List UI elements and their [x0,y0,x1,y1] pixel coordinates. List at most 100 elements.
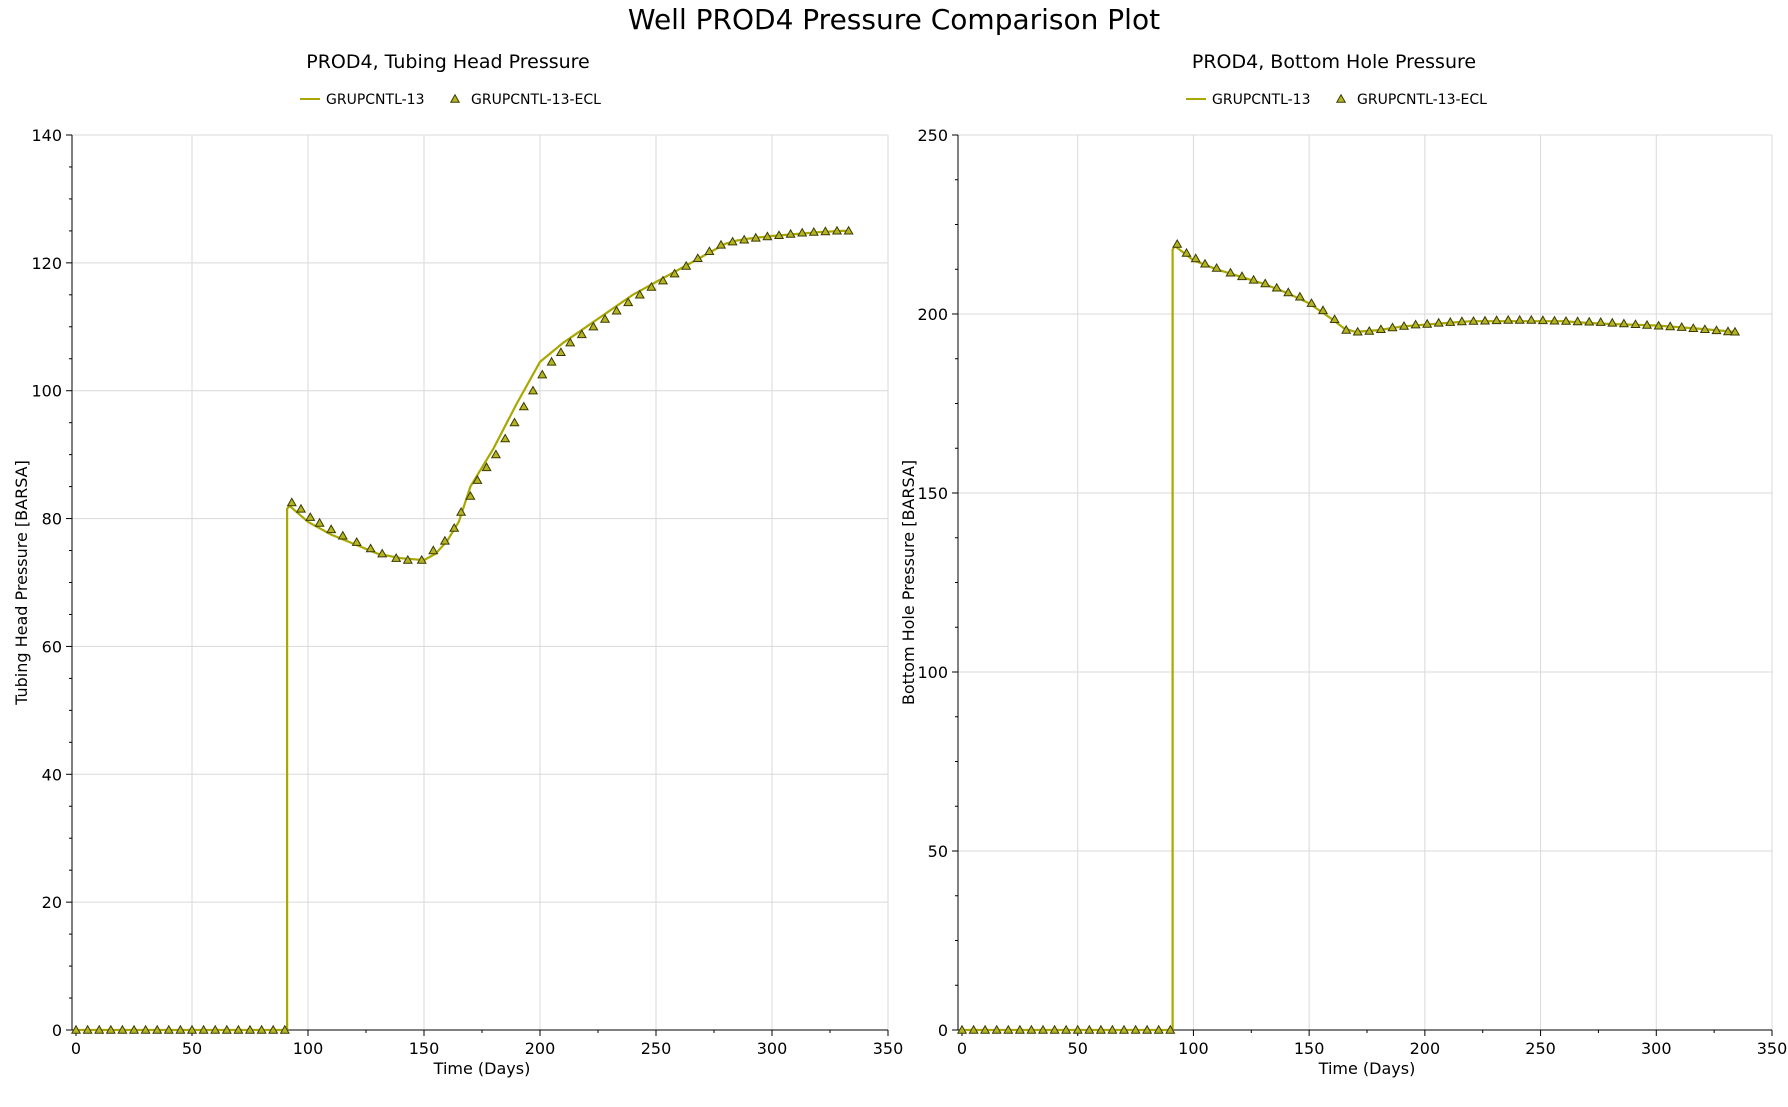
data-point [1468,315,1479,325]
data-point [1618,318,1629,328]
data-point [152,1024,163,1034]
x-tick-label: 100 [1178,1039,1209,1058]
data-point [1503,314,1514,324]
data-point [472,474,483,484]
data-point [1317,305,1329,315]
data-point [808,226,819,236]
data-point [1456,316,1467,326]
chart-title: PROD4, Bottom Hole Pressure [1192,51,1476,73]
data-point [128,1024,140,1034]
y-tick-label: 80 [42,510,62,529]
data-point [1271,282,1282,292]
data-point [233,1024,244,1034]
data-point [337,530,348,540]
data-point [117,1024,128,1034]
data-point [599,313,611,323]
data-point [1225,267,1236,277]
data-point [1630,319,1641,328]
data-point [198,1024,209,1034]
series-line [76,229,851,1032]
data-point [546,356,557,366]
x-axis-label: Time (Days) [433,1059,531,1078]
data-point [268,1024,279,1034]
data-point [1172,238,1183,248]
data-point [1294,291,1305,301]
data-point [681,260,692,270]
x-tick-label: 0 [71,1039,81,1058]
data-point [704,246,715,255]
y-tick-label: 60 [42,637,62,656]
y-tick-label: 100 [31,382,62,401]
data-point [750,232,761,242]
data-point [956,1024,968,1034]
data-point [1003,1024,1014,1034]
data-point [416,554,427,564]
data-point [1479,315,1491,325]
data-point [1181,247,1192,257]
x-axis-label: Time (Days) [1318,1059,1416,1078]
data-point [831,225,843,235]
data-point [565,337,576,347]
data-point [221,1024,232,1034]
data-point [669,268,680,278]
data-point [279,1024,290,1034]
data-point [1387,322,1398,332]
chart-panel-1: 0 50 100 150 200 250 300 350 0 20 40 60 80 100 120 140 T… [12,51,903,1078]
data-point [1537,315,1548,325]
data-point [1560,315,1572,325]
data-point [739,234,750,244]
data-point [715,239,727,249]
x-tick-label: 250 [1525,1039,1556,1058]
data-point [1729,326,1741,336]
data-point [1584,316,1595,326]
data-point [1049,1024,1060,1034]
y-tick-label: 0 [938,1021,948,1040]
x-tick-label: 350 [1757,1039,1788,1058]
data-point [576,329,587,339]
data-point [314,517,325,527]
data-point [785,228,796,238]
data-point [527,385,539,395]
legend-label: GRUPCNTL-13-ECL [1357,92,1487,108]
data-point [402,554,413,564]
y-tick-label: 140 [31,126,62,145]
data-point [588,321,599,331]
data-point [1445,316,1456,326]
data-point [537,369,548,379]
data-point [991,1024,1002,1034]
data-point [365,543,376,553]
data-point [1595,316,1606,326]
data-point [105,1024,116,1034]
data-point [1410,319,1421,329]
data-point [256,1024,267,1034]
data-point [326,524,337,534]
page-title: Well PROD4 Pressure Comparison Plot [627,3,1161,36]
data-point [1653,320,1664,330]
data-point [1118,1024,1130,1034]
legend-label: GRUPCNTL-13 [326,92,425,108]
legend: GRUPCNTL-13 GRUPCNTL-13-ECL [300,92,601,108]
data-point [1142,1024,1153,1034]
data-point [1607,317,1618,327]
data-point [163,1024,174,1034]
data-point [94,1024,105,1034]
data-point [210,1024,221,1034]
data-point [1641,319,1653,329]
data-point [1433,317,1444,327]
data-point [1699,324,1710,333]
x-tick-label: 50 [1068,1039,1088,1058]
data-point [1722,326,1734,336]
legend-label: GRUPCNTL-13-ECL [471,92,601,108]
x-tick-label: 100 [293,1039,324,1058]
data-point [1014,1024,1025,1034]
x-tick-label: 350 [873,1039,904,1058]
x-tick-label: 50 [182,1039,202,1058]
x-tick-label: 0 [957,1039,967,1058]
y-tick-label: 20 [42,893,62,912]
data-point [843,225,854,235]
data-point [1352,326,1363,336]
data-point [692,253,703,262]
data-point [1190,253,1201,263]
data-point [509,417,520,427]
data-point [449,522,460,532]
